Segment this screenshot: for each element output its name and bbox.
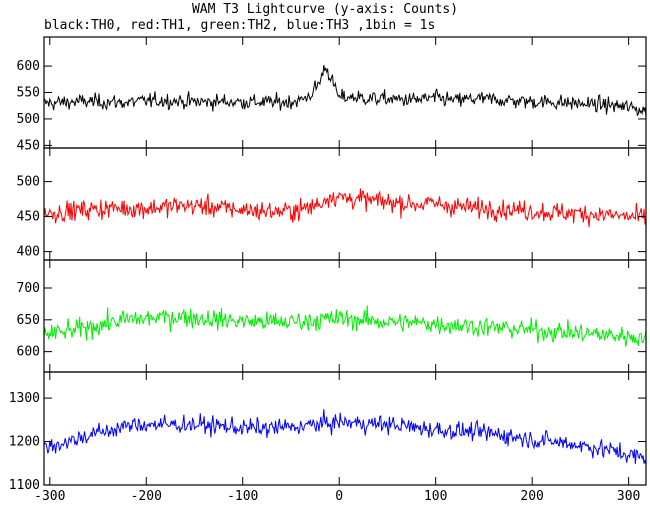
y-tick-label: 1300	[9, 391, 40, 406]
x-tick-label: -300	[34, 489, 65, 504]
y-tick-label: 1100	[9, 478, 40, 493]
x-tick-label: 200	[520, 489, 543, 504]
panel-frame	[43, 259, 647, 373]
y-tick-label: 1200	[9, 435, 40, 450]
y-tick-label: 450	[17, 138, 40, 153]
y-tick-label: 400	[17, 245, 40, 260]
y-tick-label: 550	[17, 86, 40, 101]
y-tick-label: 700	[17, 281, 40, 296]
panel-frame	[43, 36, 647, 149]
y-tick-label: 500	[17, 175, 40, 190]
panel-th1: 400 450 500	[17, 147, 647, 261]
panel-th2: 600 650 700	[17, 259, 647, 373]
x-tick-label: 300	[617, 489, 640, 504]
panel-th0: 450 500 550 600	[17, 36, 647, 153]
panel-th3: 1100 1200 1300	[9, 371, 647, 493]
y-tick-label: 600	[17, 345, 40, 360]
chart-title: WAM T3 Lightcurve (y-axis: Counts)	[191, 2, 459, 17]
x-tick-label: 0	[335, 489, 343, 504]
x-tick-label: 100	[424, 489, 447, 504]
y-tick-label: 500	[17, 112, 40, 127]
panel-frame	[43, 371, 647, 486]
chart-subtitle: black:TH0, red:TH1, green:TH2, blue:TH3 …	[44, 18, 436, 33]
series-line-th2	[44, 305, 646, 347]
series-line-th3	[44, 409, 646, 465]
y-tick-label: 450	[17, 210, 40, 225]
series-line-th0	[44, 64, 646, 118]
panel-frame	[43, 147, 647, 261]
series-line-th1	[44, 188, 646, 228]
x-tick-label: -200	[131, 489, 162, 504]
x-tick-label: -100	[227, 489, 258, 504]
y-tick-label: 650	[17, 313, 40, 328]
y-tick-label: 600	[17, 59, 40, 74]
